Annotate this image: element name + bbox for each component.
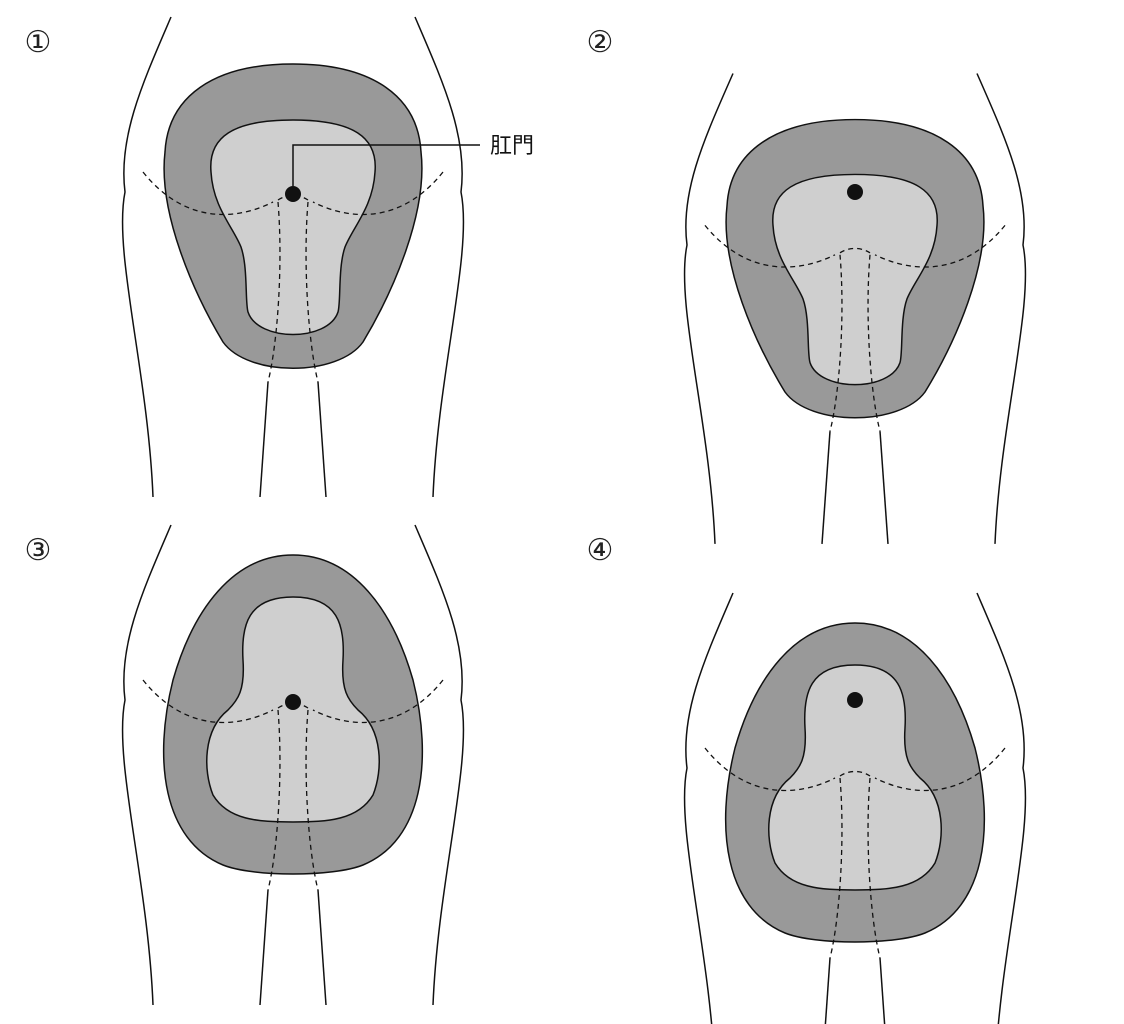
panel-4: ④ — [587, 533, 1027, 1024]
body-figure — [683, 592, 1027, 1024]
anus-dot — [847, 184, 863, 200]
panel-1: ① 肛門 — [25, 16, 534, 498]
panel-number: ① — [25, 25, 52, 60]
panel-3: ③ — [25, 524, 465, 1006]
body-figure — [683, 72, 1027, 545]
panel-number: ③ — [25, 533, 52, 568]
anus-dot — [847, 692, 863, 708]
anus-dot — [285, 694, 301, 710]
body-figure — [121, 524, 465, 1006]
leader-line — [292, 144, 480, 186]
anus-label: 肛門 — [490, 134, 534, 159]
body-figure — [121, 16, 465, 498]
panel-number: ④ — [587, 533, 614, 568]
anus-dot — [285, 186, 301, 202]
panel-number: ② — [587, 25, 614, 60]
panel-2: ② — [587, 25, 1027, 545]
